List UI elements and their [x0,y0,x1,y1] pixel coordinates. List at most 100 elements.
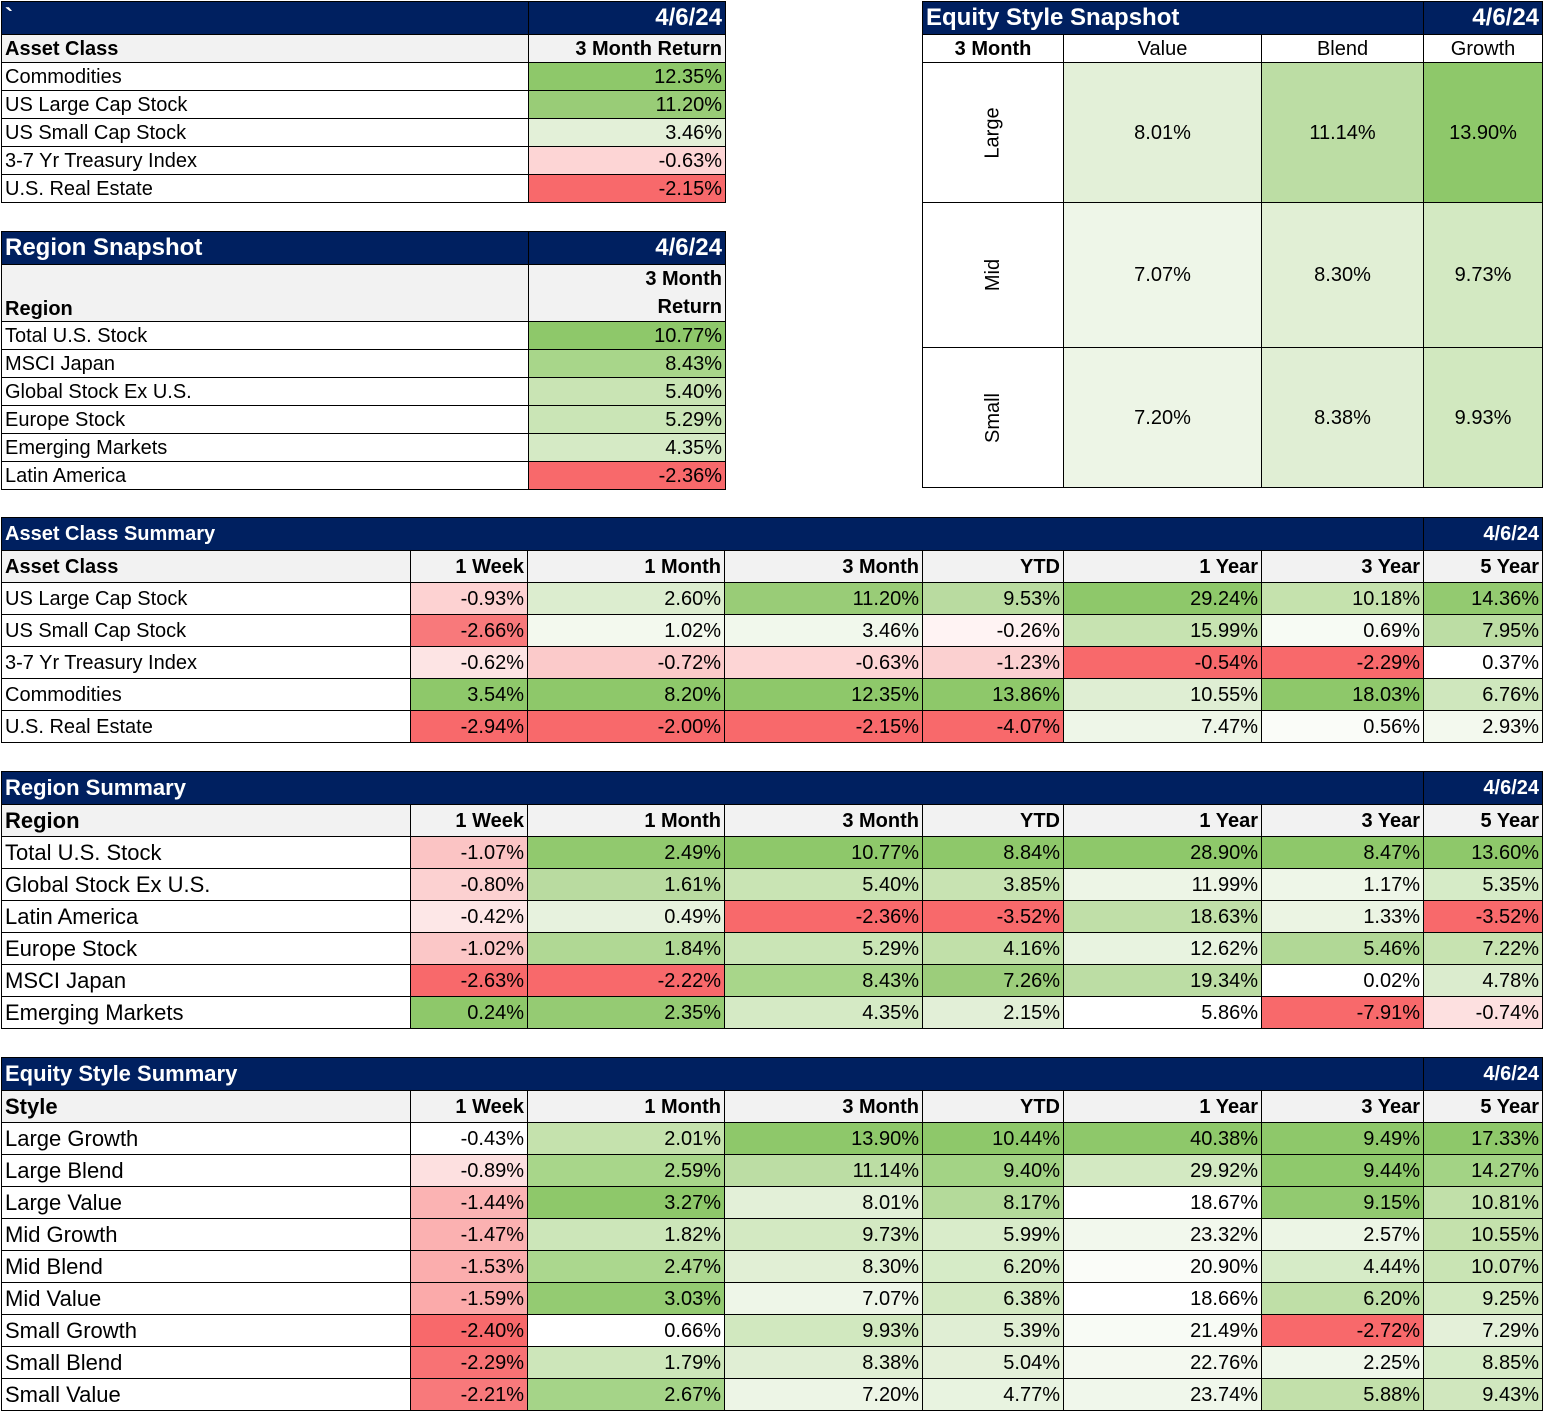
return-cell: 0.66% [527,1314,725,1347]
column-header-value: Value [1063,34,1262,63]
return-cell: -0.72% [527,646,725,679]
return-cell: 40.38% [1063,1122,1262,1155]
table-row: Mid Value -1.59% 3.03% 7.07% 6.38% 18.66% 6.20… [1,1282,1543,1315]
table-row: Large Value -1.44% 3.27% 8.01% 8.17% 18.67% 9.… [1,1186,1543,1219]
column-header: 5 Year [1423,550,1543,583]
return-cell: 6.38% [922,1282,1064,1315]
return-value: 5.29% [528,405,726,434]
style-return-cell: 8.01% [1063,62,1262,203]
return-cell: 7.07% [724,1282,923,1315]
column-header: 1 Month [527,804,725,837]
table-row: Latin America -0.42% 0.49% -2.36% -3.52% 18.6… [1,900,1543,933]
return-cell: 9.49% [1261,1122,1424,1155]
return-cell: 5.35% [1423,868,1543,901]
return-value: 8.43% [528,349,726,378]
column-header: 1 Month [527,1090,725,1123]
return-cell: 5.29% [724,932,923,965]
return-cell: 18.03% [1261,678,1424,711]
return-cell: -2.40% [410,1314,528,1347]
return-cell: -1.44% [410,1186,528,1219]
table-row: Mid Blend -1.53% 2.47% 8.30% 6.20% 20.90% 4.44… [1,1250,1543,1283]
table-row: Large Blend -0.89% 2.59% 11.14% 9.40% 29.92% 9… [1,1154,1543,1187]
column-header-growth: Growth [1423,34,1543,63]
row-label: US Small Cap Stock [1,118,529,147]
region-snapshot-title: Region Snapshot [1,231,529,265]
column-header: 3 Year [1261,1090,1424,1123]
return-cell: 9.53% [922,582,1064,615]
region-summary-body: Region 1 Week 1 Month 3 Month YTD 1 Year 3 Yea… [1,804,1543,1029]
return-cell: 6.20% [922,1250,1064,1283]
return-cell: -2.29% [1261,646,1424,679]
row-label: US Small Cap Stock [1,614,411,647]
row-label: U.S. Real Estate [1,710,411,743]
column-header-row: Asset Class 1 Week 1 Month 3 Month YTD 1 Year… [1,550,1543,583]
row-label: Small Value [1,1378,411,1411]
return-cell: 11.20% [724,582,923,615]
return-cell: 12.62% [1063,932,1262,965]
return-value: -2.36% [528,461,726,490]
return-cell: 14.36% [1423,582,1543,615]
return-cell: 8.01% [724,1186,923,1219]
table-row: Global Stock Ex U.S. 5.40% [1,377,726,406]
asset-summary-title: Asset Class Summary [1,517,1424,551]
table-row: Commodities 3.54% 8.20% 12.35% 13.86% 10.55% 1… [1,678,1543,711]
row-label: Latin America [1,461,529,490]
table-row: U.S. Real Estate -2.15% [1,174,726,203]
return-cell: 4.16% [922,932,1064,965]
asset-snapshot-date: 4/6/24 [528,1,726,35]
table-row: 3-7 Yr Treasury Index -0.62% -0.72% -0.63% -… [1,646,1543,679]
row-label: Europe Stock [1,405,529,434]
return-value: 3.46% [528,118,726,147]
table-row: Small Growth -2.40% 0.66% 9.93% 5.39% 21.49% -… [1,1314,1543,1347]
return-value: 10.77% [528,321,726,350]
size-label: Mid [981,258,1004,292]
column-header: YTD [922,804,1064,837]
return-cell: -0.89% [410,1154,528,1187]
return-cell: 9.73% [724,1218,923,1251]
style-snapshot-corner: 3 Month [922,34,1064,63]
size-label: Small [981,392,1004,443]
table-row: Total U.S. Stock -1.07% 2.49% 10.77% 8.84% 28… [1,836,1543,869]
size-label-cell: Large [922,62,1064,203]
region-summary-date: 4/6/24 [1423,771,1543,805]
return-cell: 23.32% [1063,1218,1262,1251]
return-cell: 9.43% [1423,1378,1543,1411]
column-header: 3 Year [1261,550,1424,583]
table-row: Latin America -2.36% [1,461,726,490]
return-cell: 9.25% [1423,1282,1543,1315]
region-snapshot-table: Region Snapshot 4/6/24 Region 3 Month Re… [1,231,726,490]
column-header-blend: Blend [1260,34,1425,63]
return-cell: 2.15% [922,996,1064,1029]
asset-summary-body: Asset Class 1 Week 1 Month 3 Month YTD 1 Year… [1,550,1543,743]
table-row: US Large Cap Stock 11.20% [1,90,726,119]
return-value: -0.63% [528,146,726,175]
return-cell: -1.53% [410,1250,528,1283]
return-cell: -0.80% [410,868,528,901]
style-return-cell: 8.30% [1260,202,1425,348]
return-cell: 28.90% [1063,836,1262,869]
return-cell: 9.93% [724,1314,923,1347]
row-label: Latin America [1,900,411,933]
column-header: 1 Week [410,1090,528,1123]
return-cell: 1.33% [1260,900,1425,933]
row-label: Global Stock Ex U.S. [1,377,529,406]
return-cell: -2.15% [724,710,923,743]
return-cell: -3.52% [1423,900,1543,933]
return-cell: 1.82% [527,1218,725,1251]
return-cell: 8.30% [724,1250,923,1283]
return-cell: 3.27% [527,1186,725,1219]
asset-summary-title-row: Asset Class Summary 4/6/24 [1,517,1543,551]
return-cell: 8.17% [922,1186,1064,1219]
style-return-cell: 9.73% [1423,202,1543,348]
table-row: Total U.S. Stock 10.77% [1,321,726,350]
return-cell: 5.46% [1260,932,1425,965]
return-cell: 11.99% [1063,868,1262,901]
return-cell: 1.02% [527,614,725,647]
return-cell: 9.15% [1261,1186,1424,1219]
return-cell: 0.56% [1261,710,1424,743]
row-label: Emerging Markets [1,996,411,1029]
return-cell: 5.40% [724,868,923,901]
table-row: Large 8.01% 11.14% 13.90% [922,62,1543,203]
return-cell: -4.07% [922,710,1064,743]
column-header: YTD [922,550,1064,583]
